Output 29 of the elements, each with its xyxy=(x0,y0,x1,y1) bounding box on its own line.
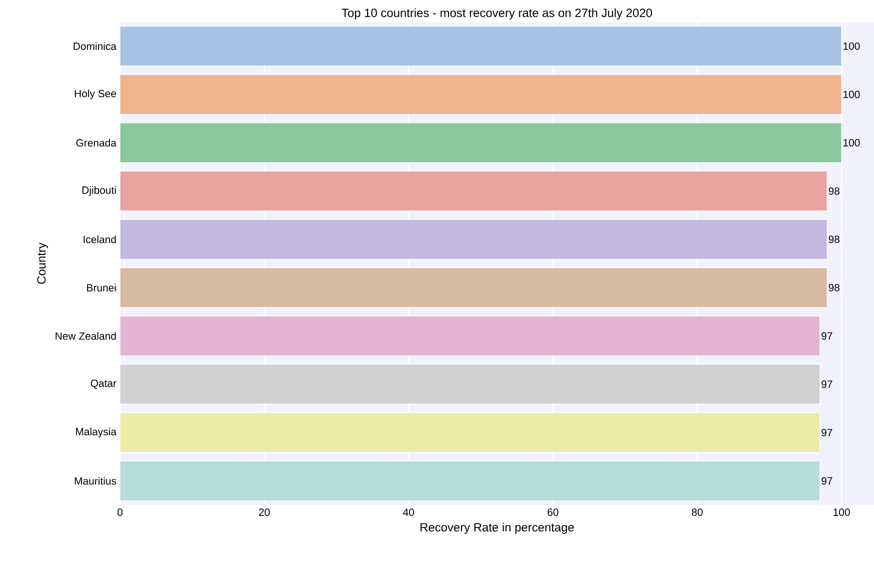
y-tick-label: Malaysia xyxy=(76,428,116,438)
data-label: 98 xyxy=(828,187,840,195)
x-tick-label: 100 xyxy=(834,508,850,516)
chart-title: Top 10 countries - most recovery rate as on 27th July 2020 xyxy=(342,8,652,20)
x-tick-label: 20 xyxy=(259,508,270,516)
x-tick-label: 40 xyxy=(403,508,414,516)
y-tick-label: Dominica xyxy=(74,42,116,50)
y-tick-label: Iceland xyxy=(84,236,116,244)
data-label: 100 xyxy=(844,42,860,50)
y-tick-label: Brunei xyxy=(87,284,116,292)
x-axis-title: Recovery Rate in percentage xyxy=(420,522,574,534)
y-tick-label: Grenada xyxy=(76,138,116,147)
x-tick-label: 80 xyxy=(692,508,703,516)
data-label: 98 xyxy=(828,236,840,244)
data-label: 98 xyxy=(828,284,840,292)
x-tick-label: 0 xyxy=(118,508,123,516)
y-tick-label: Mauritius xyxy=(74,477,116,485)
data-label: 100 xyxy=(844,90,860,98)
y-axis-title: Country xyxy=(37,242,48,284)
y-tick-label: New Zealand xyxy=(56,332,116,340)
x-tick-label: 60 xyxy=(548,508,558,516)
data-label: 97 xyxy=(822,332,832,340)
y-tick-label: Djibouti xyxy=(82,186,116,196)
y-tick-label: Holy See xyxy=(74,90,116,100)
data-label: 97 xyxy=(822,477,832,485)
data-label: 97 xyxy=(822,380,832,388)
y-tick-label: Qatar xyxy=(90,380,116,389)
data-label: 100 xyxy=(844,139,860,146)
data-label: 97 xyxy=(822,428,832,436)
